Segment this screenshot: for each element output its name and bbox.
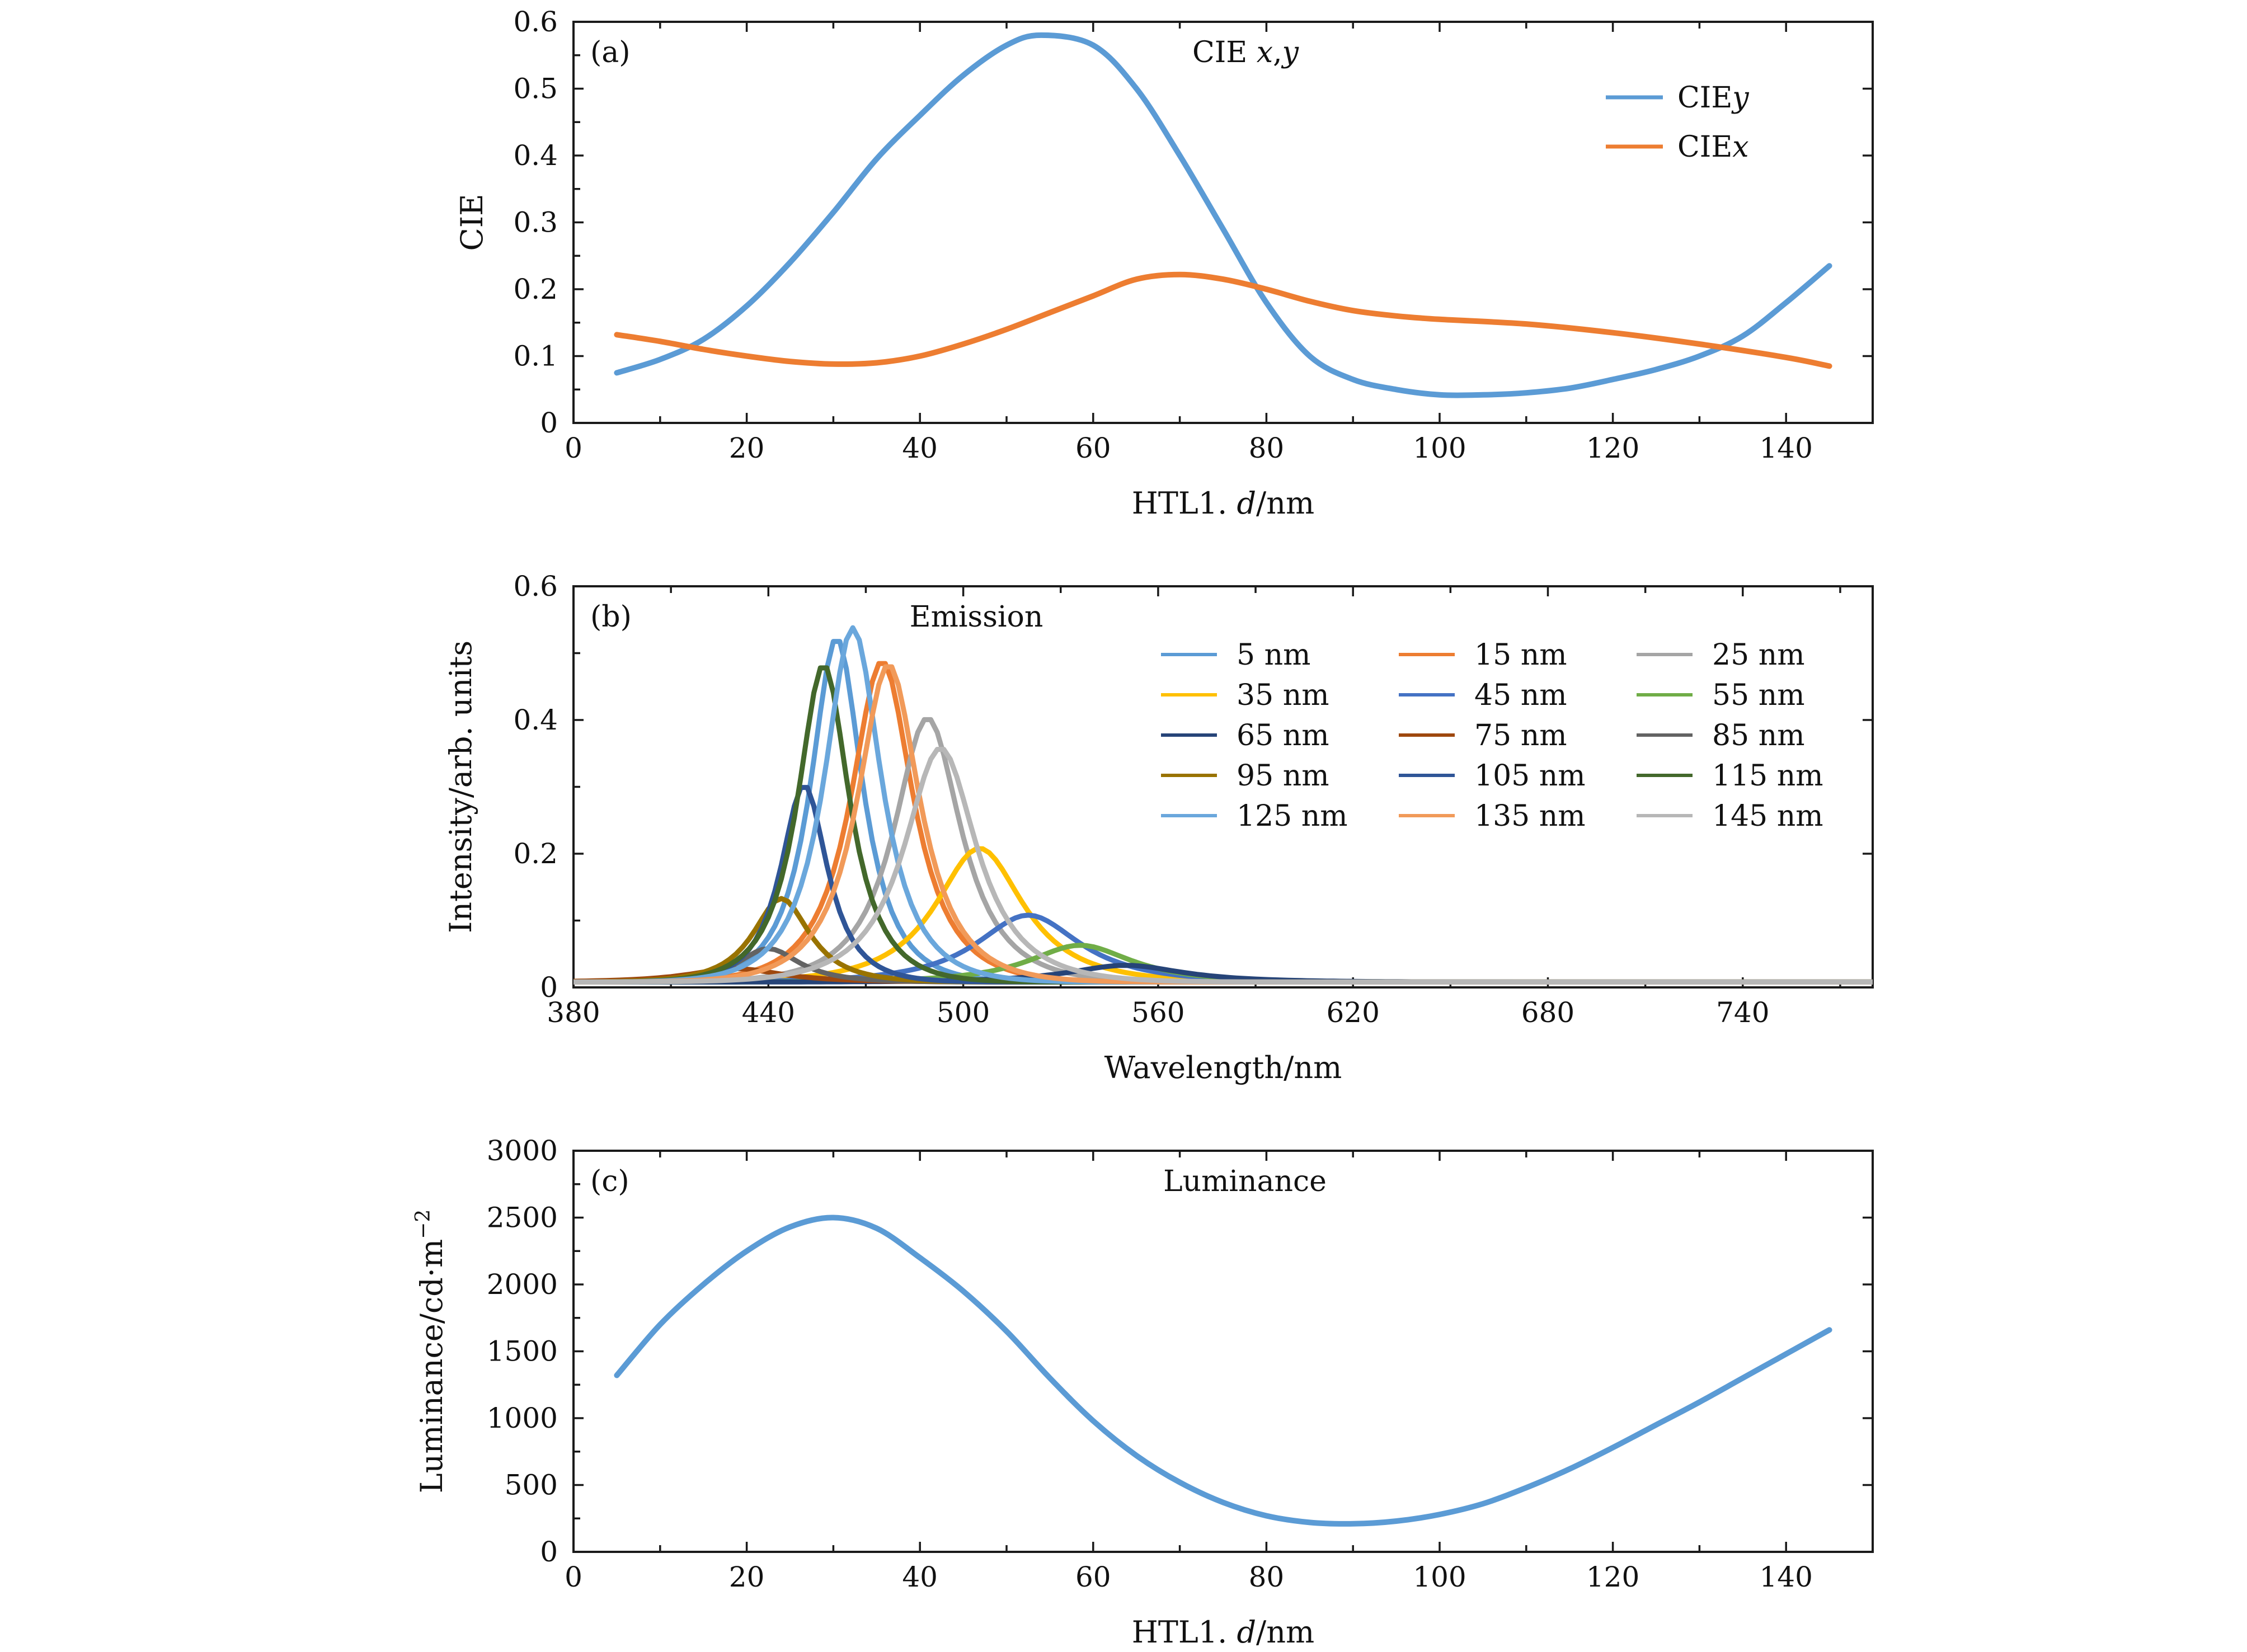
legend-label: 135 nm bbox=[1474, 799, 1586, 833]
x-tick-label: 500 bbox=[937, 996, 990, 1029]
x-tick-label: 60 bbox=[1075, 1561, 1111, 1593]
legend-label: 145 nm bbox=[1712, 799, 1823, 833]
x-tick-label: 440 bbox=[742, 996, 795, 1029]
legend-label: 45 nm bbox=[1474, 679, 1567, 712]
x-tick-label: 740 bbox=[1716, 996, 1769, 1029]
emission-line-25-nm bbox=[573, 717, 1873, 985]
x-tick-label: 560 bbox=[1131, 996, 1184, 1029]
x-axis-title: HTL1. d/nm bbox=[1132, 486, 1314, 521]
legend-label: 85 nm bbox=[1712, 719, 1805, 752]
x-axis-title: HTL1. d/nm bbox=[1132, 1615, 1314, 1650]
x-axis-title: Wavelength/nm bbox=[1104, 1050, 1342, 1085]
y-tick-label: 0 bbox=[540, 1536, 558, 1568]
legend-label: 35 nm bbox=[1237, 679, 1329, 712]
legend-label: 5 nm bbox=[1237, 638, 1310, 672]
y-tick-label: 0.6 bbox=[513, 6, 558, 38]
panel-title: Luminance bbox=[1163, 1165, 1327, 1198]
legend-label: 65 nm bbox=[1237, 719, 1329, 752]
legend: 5 nm 15 nm 25 nm 35 nm 45 nm 55 nm 65 nm 75 nm 8… bbox=[1161, 638, 1823, 833]
legend-label: CIEy bbox=[1677, 81, 1749, 115]
series-line-ciex bbox=[614, 271, 1832, 369]
panel-a: 0 20 40 60 80 100 120 140 0 0.1 0.2 0.3 0.4 0.5 0.6 (a)… bbox=[454, 6, 1874, 521]
x-tick-label: 80 bbox=[1249, 432, 1285, 464]
legend-label: 75 nm bbox=[1474, 719, 1567, 752]
x-tick-label: 20 bbox=[729, 1561, 765, 1593]
panel-c: 0 20 40 60 80 100 120 140 0 500 1000 1500 2000 2500 30… bbox=[412, 1135, 1874, 1650]
panel-title: CIE x,y bbox=[1192, 36, 1299, 69]
plot-frame bbox=[572, 585, 1874, 989]
x-tick-label: 20 bbox=[729, 432, 765, 464]
y-tick-label: 0.3 bbox=[513, 206, 558, 239]
emission-curves bbox=[573, 625, 1873, 985]
y-axis-title: CIE bbox=[454, 194, 490, 251]
x-tick-label: 0 bbox=[565, 1561, 582, 1593]
x-tick-label: 120 bbox=[1586, 1561, 1639, 1593]
x-tick-label: 680 bbox=[1521, 996, 1574, 1029]
y-tick-label: 0.4 bbox=[513, 139, 558, 172]
x-tick-label: 120 bbox=[1586, 432, 1639, 464]
legend-label: 105 nm bbox=[1474, 759, 1586, 793]
y-axis-title: Luminance/cd·m−2 bbox=[412, 1209, 449, 1494]
legend-label: 15 nm bbox=[1474, 638, 1567, 672]
y-tick-label: 1500 bbox=[487, 1335, 558, 1368]
y-tick-label: 2500 bbox=[487, 1202, 558, 1234]
panel-b: 380 440 500 560 620 680 740 0 0.2 0.4 0.6 (b) Emissi… bbox=[443, 570, 1874, 1085]
y-tick-label: 0.6 bbox=[513, 570, 558, 603]
legend-label: 95 nm bbox=[1237, 759, 1329, 793]
x-tick-label: 40 bbox=[902, 1561, 938, 1593]
emission-line-125-nm bbox=[573, 625, 1873, 985]
y-axis-title: Intensity/arb. units bbox=[443, 641, 478, 933]
luminance-line bbox=[614, 1215, 1832, 1527]
legend-label: 125 nm bbox=[1237, 799, 1348, 833]
plot-frame bbox=[572, 1150, 1874, 1553]
legend-label: 25 nm bbox=[1712, 638, 1805, 672]
legend-label: 55 nm bbox=[1712, 679, 1805, 712]
y-tick-label: 0.2 bbox=[513, 837, 558, 870]
x-tick-label: 140 bbox=[1759, 1561, 1812, 1593]
x-tick-label: 40 bbox=[902, 432, 938, 464]
legend-label: CIEx bbox=[1677, 130, 1749, 164]
emission-line-5-nm bbox=[573, 639, 1873, 985]
y-tick-label: 0 bbox=[540, 407, 558, 439]
y-tick-label: 0.5 bbox=[513, 73, 558, 105]
x-tick-label: 100 bbox=[1413, 432, 1466, 464]
panel-label: (c) bbox=[590, 1165, 629, 1198]
x-tick-label: 100 bbox=[1413, 1561, 1466, 1593]
x-tick-label: 620 bbox=[1326, 996, 1379, 1029]
legend: CIEy CIEx bbox=[1606, 81, 1749, 164]
y-tick-label: 0 bbox=[540, 971, 558, 1004]
y-tick-label: 1000 bbox=[487, 1402, 558, 1434]
y-tick-label: 0.2 bbox=[513, 273, 558, 305]
x-tick-label: 60 bbox=[1075, 432, 1111, 464]
panel-label: (b) bbox=[590, 600, 632, 634]
emission-line-145-nm bbox=[573, 747, 1873, 985]
x-tick-label: 140 bbox=[1759, 432, 1812, 464]
panel-label: (a) bbox=[590, 36, 631, 69]
y-tick-label: 0.4 bbox=[513, 704, 558, 736]
y-tick-label: 500 bbox=[505, 1469, 558, 1502]
y-tick-label: 0.1 bbox=[513, 340, 558, 373]
y-tick-label: 2000 bbox=[487, 1268, 558, 1301]
x-tick-label: 0 bbox=[565, 432, 582, 464]
panel-title: Emission bbox=[910, 600, 1043, 634]
series-line-ciey bbox=[614, 32, 1832, 398]
x-tick-label: 380 bbox=[547, 996, 600, 1029]
x-tick-label: 80 bbox=[1249, 1561, 1285, 1593]
legend-label: 115 nm bbox=[1712, 759, 1823, 793]
y-tick-label: 3000 bbox=[487, 1135, 558, 1167]
